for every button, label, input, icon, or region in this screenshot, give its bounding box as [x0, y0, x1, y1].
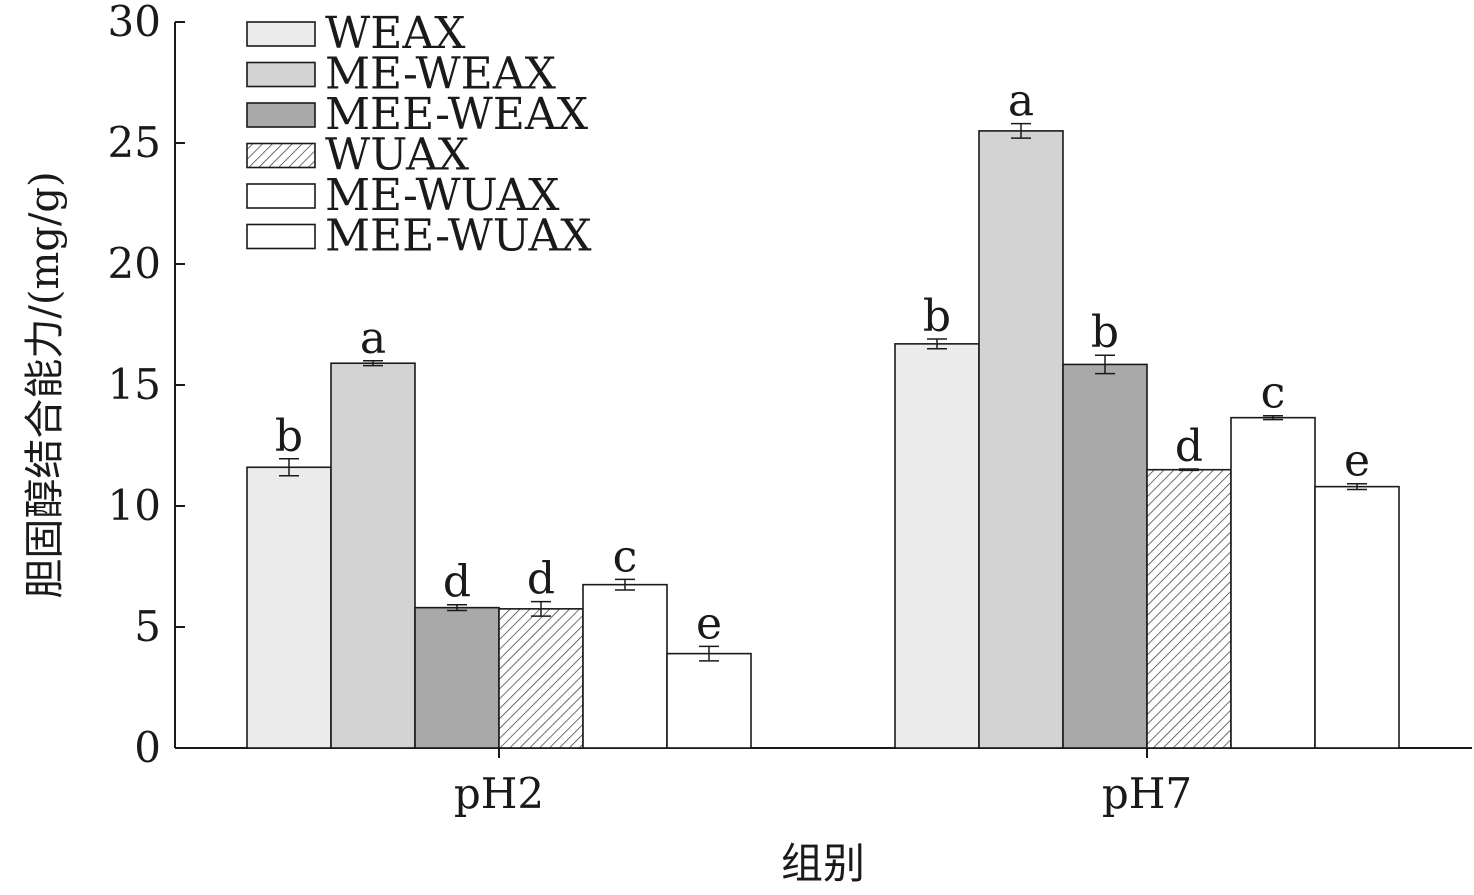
bar	[498, 608, 584, 749]
x-tick-label: pH7	[1102, 769, 1192, 818]
significance-letter: b	[275, 411, 303, 462]
significance-letter: d	[1175, 421, 1203, 472]
x-tick-label: pH2	[454, 769, 544, 818]
legend-swatch	[246, 223, 316, 250]
significance-letter: c	[613, 531, 638, 582]
y-tick-label: 5	[134, 602, 161, 651]
significance-letter: d	[443, 557, 471, 608]
bar	[414, 606, 500, 749]
legend-swatch	[246, 183, 316, 209]
bar	[1146, 468, 1232, 749]
significance-letter: a	[1008, 76, 1034, 127]
legend-label: WUAX	[325, 130, 470, 181]
legend-label: MEE-WUAX	[325, 211, 592, 262]
significance-letter: c	[1261, 368, 1286, 419]
legend-swatch	[246, 142, 316, 169]
bar	[1062, 363, 1148, 749]
y-axis-title: 胆固醇结合能力/(mg/g)	[22, 171, 68, 598]
significance-letter: b	[923, 291, 951, 342]
legend-swatch	[246, 21, 316, 47]
bar	[582, 583, 668, 749]
significance-letter: e	[696, 598, 722, 649]
bar	[978, 130, 1064, 749]
significance-letter: a	[360, 313, 386, 364]
bar	[1230, 416, 1316, 749]
significance-letter: e	[1344, 436, 1370, 487]
legend-swatch	[246, 61, 316, 88]
y-tick-label: 0	[134, 723, 161, 772]
bar	[894, 343, 980, 749]
y-tick-label: 25	[108, 118, 161, 167]
significance-letter: b	[1091, 307, 1119, 358]
legend-label: WEAX	[325, 8, 466, 59]
significance-letter: d	[527, 554, 555, 605]
legend-label: ME-WUAX	[325, 170, 560, 221]
x-axis-title: 组别	[781, 839, 865, 888]
y-tick-label: 10	[108, 481, 161, 530]
bar	[1314, 485, 1400, 749]
y-tick-label: 15	[108, 360, 161, 409]
legend-label: ME-WEAX	[325, 49, 557, 100]
bar	[330, 362, 416, 749]
bar	[246, 466, 332, 749]
legend-label: MEE-WEAX	[325, 89, 589, 140]
y-tick-label: 20	[108, 239, 161, 288]
y-tick-label: 30	[108, 0, 161, 46]
legend-swatch	[246, 102, 316, 128]
bar	[666, 652, 752, 749]
